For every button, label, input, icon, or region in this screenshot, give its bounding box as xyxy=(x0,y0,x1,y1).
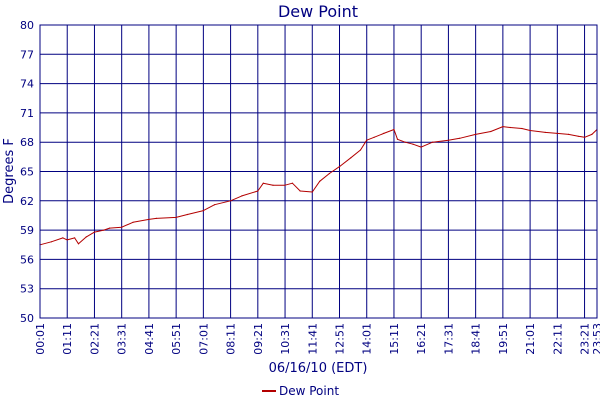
dew-point-point xyxy=(509,126,511,129)
x-tick-label: 10:31 xyxy=(279,323,292,355)
dew-point-point xyxy=(202,210,204,212)
dew-point-point xyxy=(109,227,111,229)
dew-point-point xyxy=(420,146,422,148)
dew-point-point xyxy=(93,231,96,233)
x-axis: 00:01 01:11 02:21 03:31 04:41 05:51 07:01 08:11… xyxy=(34,323,600,355)
dew-point-point xyxy=(299,190,301,192)
y-tick-label: 68 xyxy=(20,136,34,149)
dew-point-point xyxy=(373,136,375,138)
dew-point-point xyxy=(584,136,586,138)
x-tick-label: 12:51 xyxy=(334,323,347,355)
dew-point-point xyxy=(85,236,87,238)
dew-point-point xyxy=(577,135,579,137)
dew-point-point xyxy=(155,217,157,219)
dew-point-point xyxy=(338,166,341,168)
y-tick-label: 59 xyxy=(20,224,34,237)
dew-point-point xyxy=(103,229,105,231)
y-tick-label: 62 xyxy=(20,195,34,208)
x-tick-label: 00:01 xyxy=(34,323,47,355)
dew-point-point xyxy=(74,237,76,239)
x-axis-title: 06/16/10 (EDT) xyxy=(269,361,368,376)
dew-point-point xyxy=(591,133,593,135)
x-tick-label: 03:31 xyxy=(116,323,129,355)
x-tick-label: 11:41 xyxy=(306,323,319,355)
dew-point-point xyxy=(568,133,570,135)
plot-border xyxy=(39,24,598,319)
dew-point-point xyxy=(404,141,406,143)
y-tick-label: 65 xyxy=(20,166,34,179)
chart-title: Dew Point xyxy=(278,2,358,21)
dew-point-point xyxy=(186,213,188,216)
dew-point-point xyxy=(459,137,461,139)
dew-point-point xyxy=(77,243,80,245)
x-tick-label: 01:11 xyxy=(61,323,74,355)
dew-point-point xyxy=(490,130,492,133)
y-tick-label: 77 xyxy=(20,48,34,61)
x-tick-label: 17:31 xyxy=(442,323,455,355)
y-tick-label: 80 xyxy=(20,19,34,32)
x-tick-label: 02:21 xyxy=(88,323,101,355)
dew-point-point xyxy=(230,200,232,202)
y-axis: 50 53 56 59 62 65 68 71 74 77 80 xyxy=(20,19,34,325)
y-axis-title: Degrees F xyxy=(2,138,17,204)
x-tick-label: 05:51 xyxy=(170,323,183,355)
x-tick-label: 14:01 xyxy=(361,323,374,355)
legend: Dew Point xyxy=(262,384,339,398)
grid xyxy=(40,25,597,318)
dew-point-point xyxy=(475,133,477,135)
x-tick-label: 19:51 xyxy=(497,323,510,355)
y-tick-label: 50 xyxy=(20,312,34,325)
dew-point-point xyxy=(502,126,504,128)
x-tick-label: 09:21 xyxy=(252,323,265,355)
dew-point-point xyxy=(393,128,395,131)
dew-point-point xyxy=(319,180,321,182)
dew-point-point xyxy=(529,129,531,132)
dew-point-point xyxy=(350,157,352,159)
dew-point-point xyxy=(311,191,313,193)
dew-point-series-line xyxy=(39,126,598,246)
y-tick-label: 71 xyxy=(20,107,34,120)
dew-point-point xyxy=(257,190,259,192)
dew-point-point xyxy=(396,138,399,140)
x-tick-label: 23:53 xyxy=(591,323,600,355)
dew-point-point xyxy=(62,237,64,239)
x-tick-label: 08:11 xyxy=(225,323,238,355)
dew-point-point xyxy=(366,139,368,141)
series-layer xyxy=(39,126,598,246)
dew-point-point xyxy=(241,195,243,197)
x-tick-label: 18:41 xyxy=(470,323,483,355)
dew-point-point xyxy=(175,216,177,218)
dew-point-point xyxy=(132,221,134,223)
y-tick-label: 53 xyxy=(20,283,34,296)
dew-point-point xyxy=(328,172,330,175)
dew-point-point xyxy=(359,149,362,151)
dew-point-point xyxy=(544,131,546,133)
x-tick-label: 07:01 xyxy=(197,323,210,355)
dew-point-point xyxy=(262,182,264,184)
dew-point-point xyxy=(66,239,68,241)
y-tick-label: 56 xyxy=(20,253,34,266)
dew-point-point xyxy=(284,184,286,186)
dew-point-point xyxy=(383,132,385,134)
x-tick-label: 21:01 xyxy=(524,323,537,355)
dew-point-point xyxy=(291,182,293,184)
dew-point-point xyxy=(272,184,274,186)
legend-label: Dew Point xyxy=(279,384,339,398)
x-tick-label: 23:21 xyxy=(579,323,592,355)
dew-point-point xyxy=(148,218,150,220)
x-tick-label: 16:21 xyxy=(415,323,428,355)
x-tick-label: 04:41 xyxy=(143,323,156,355)
x-tick-label: 15:11 xyxy=(388,323,401,355)
dew-point-point xyxy=(412,143,414,145)
dew-point-point xyxy=(447,139,449,141)
dew-point-point xyxy=(214,204,216,206)
dew-point-point xyxy=(556,132,558,134)
x-tick-label: 22:11 xyxy=(551,323,564,355)
y-tick-label: 74 xyxy=(20,78,34,91)
dew-point-point xyxy=(521,127,523,130)
dew-point-point xyxy=(431,141,434,143)
dew-point-point xyxy=(121,226,123,228)
dew-point-point xyxy=(50,241,52,243)
